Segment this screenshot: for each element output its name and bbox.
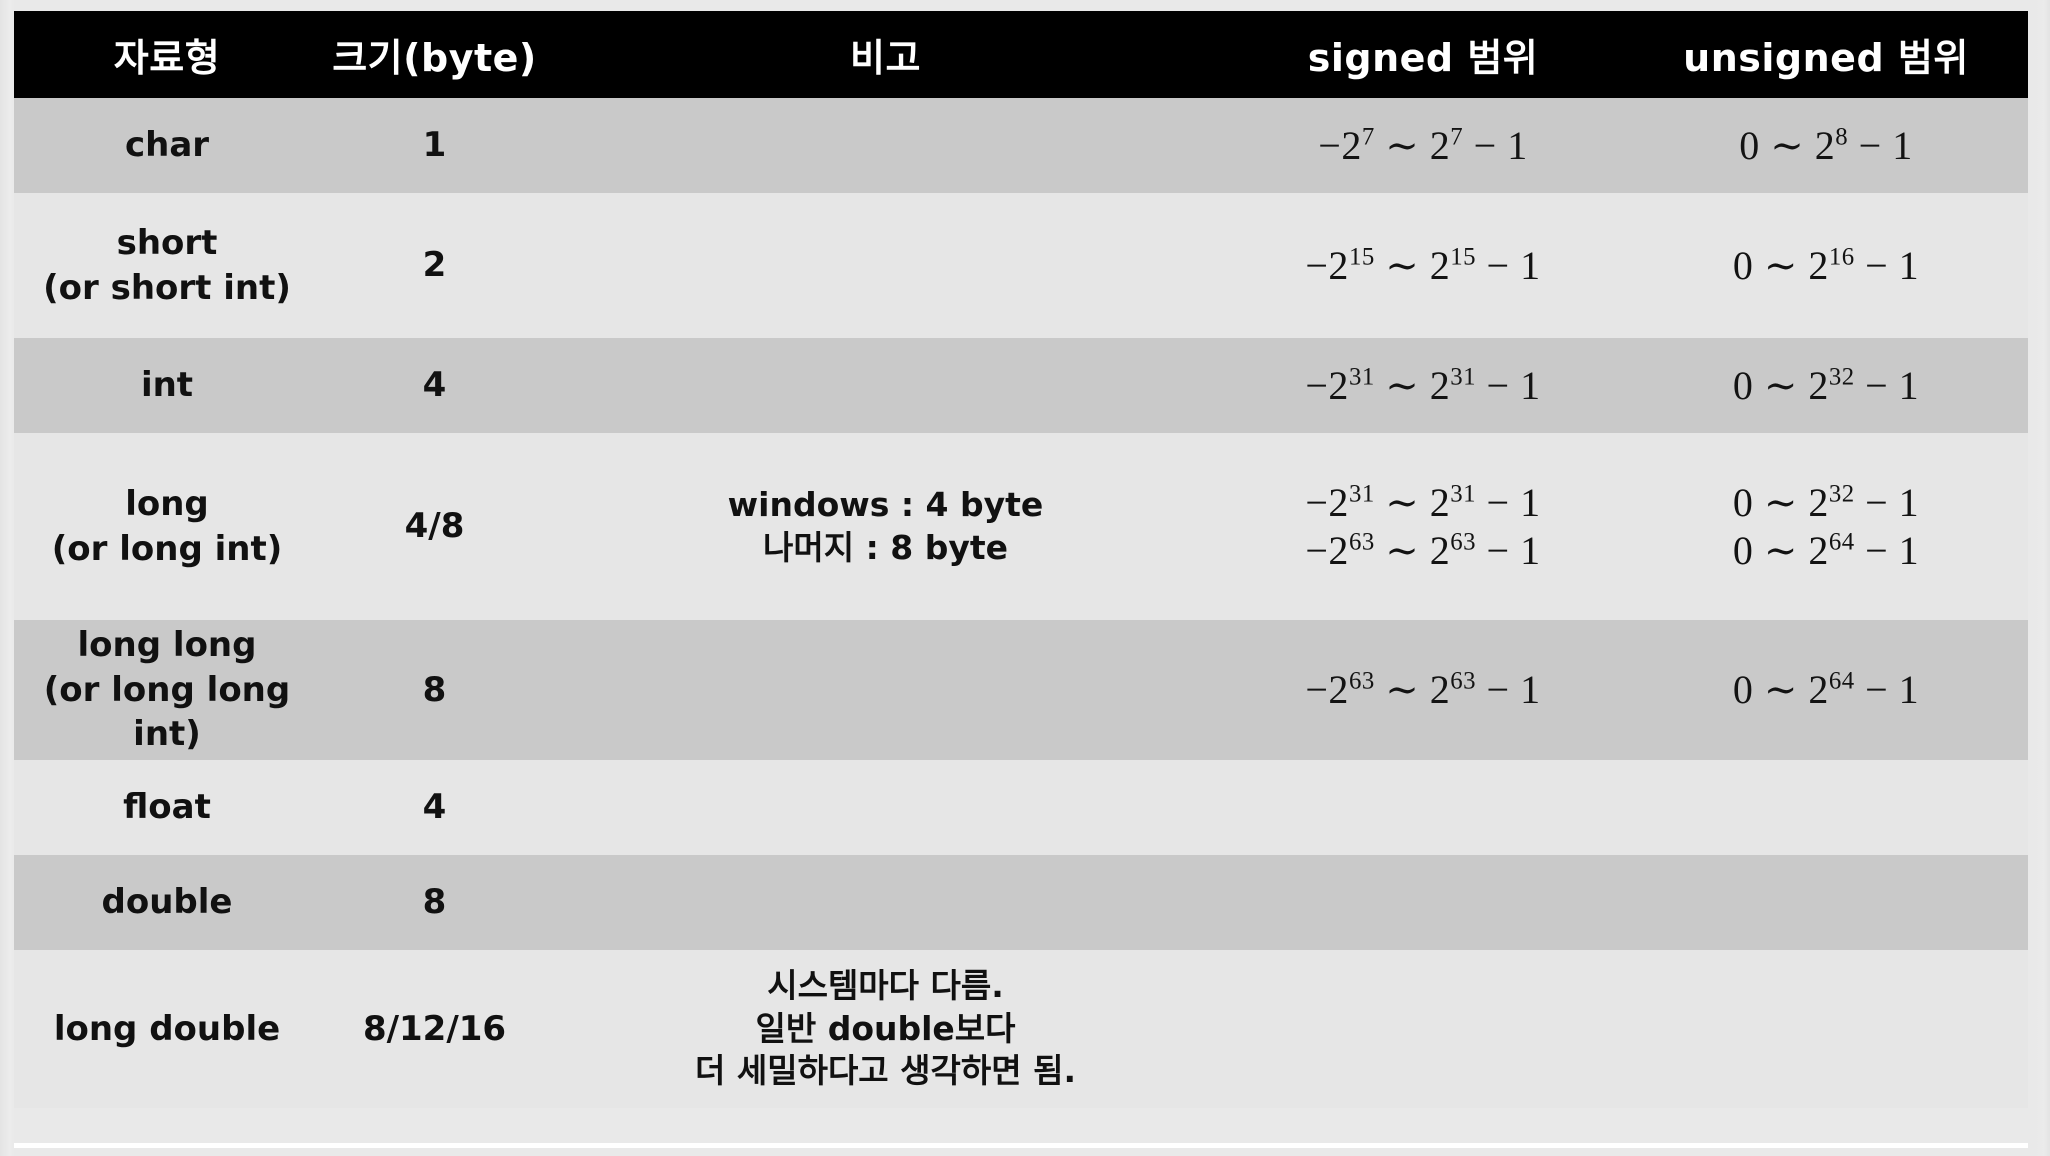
cell-signed-range: −215 ∼ 215 − 1 bbox=[1222, 193, 1624, 338]
cell-type: char bbox=[14, 98, 320, 193]
column-header-type: 자료형 bbox=[14, 11, 320, 98]
type-line-1: long bbox=[125, 483, 209, 524]
cell-size: 4 bbox=[320, 760, 549, 855]
header-row: 자료형 크기(byte) 비고 signed 범위 unsigned 범위 bbox=[14, 11, 2028, 98]
cell-size: 2 bbox=[320, 193, 549, 338]
c-datatype-table: 자료형 크기(byte) 비고 signed 범위 unsigned 범위 ch… bbox=[14, 11, 2028, 1108]
cell-size: 1 bbox=[320, 98, 549, 193]
cell-type: long long (or long long int) bbox=[14, 620, 320, 760]
unsigned-range-line-1: 0 ∼ 232 − 1 bbox=[1732, 480, 1920, 526]
cell-note: 시스템마다 다름. 일반 double보다 더 세밀하다고 생각하면 됨. bbox=[549, 950, 1222, 1108]
table-row: long long (or long long int) 8 −263 ∼ 26… bbox=[14, 620, 2028, 760]
cell-type: int bbox=[14, 338, 320, 433]
signed-range-line-1: −215 ∼ 215 − 1 bbox=[1305, 242, 1541, 288]
cell-type: float bbox=[14, 760, 320, 855]
cell-unsigned-range: 0 ∼ 28 − 1 bbox=[1624, 98, 2028, 193]
cell-signed-range: −231 ∼ 231 − 1 −263 ∼ 263 − 1 bbox=[1222, 433, 1624, 620]
cell-type: short (or short int) bbox=[14, 193, 320, 338]
type-line-1: int bbox=[140, 365, 194, 406]
cell-unsigned-range bbox=[1624, 760, 2028, 855]
type-line-1: char bbox=[124, 125, 210, 166]
cell-note bbox=[549, 760, 1222, 855]
cell-unsigned-range: 0 ∼ 216 − 1 bbox=[1624, 193, 2028, 338]
cell-note bbox=[549, 338, 1222, 433]
cell-size: 4 bbox=[320, 338, 549, 433]
cell-size: 8/12/16 bbox=[320, 950, 549, 1108]
table-row: short (or short int) 2 −215 ∼ 215 − 1 0 … bbox=[14, 193, 2028, 338]
type-line-2: (or long long int) bbox=[43, 669, 291, 755]
cell-unsigned-range: 0 ∼ 232 − 1 0 ∼ 264 − 1 bbox=[1624, 433, 2028, 620]
cell-unsigned-range: 0 ∼ 232 − 1 bbox=[1624, 338, 2028, 433]
signed-range-line-1: −231 ∼ 231 − 1 bbox=[1305, 362, 1541, 408]
type-line-2: (or short int) bbox=[43, 267, 291, 308]
type-line-1: double bbox=[101, 882, 233, 923]
type-line-1: long double bbox=[53, 1008, 281, 1049]
table-row: long (or long int) 4/8 windows : 4 byte … bbox=[14, 433, 2028, 620]
unsigned-range-line-1: 0 ∼ 216 − 1 bbox=[1732, 242, 1920, 288]
cell-size: 4/8 bbox=[320, 433, 549, 620]
table-row: int 4 −231 ∼ 231 − 1 0 ∼ 232 − 1 bbox=[14, 338, 2028, 433]
unsigned-range-line-1: 0 ∼ 232 − 1 bbox=[1732, 362, 1920, 408]
column-header-size: 크기(byte) bbox=[320, 11, 549, 98]
table-body: char 1 −27 ∼ 27 − 1 0 ∼ 28 − 1 short (or… bbox=[14, 98, 2028, 1108]
note-line-2: 일반 double보다 bbox=[755, 1008, 1016, 1048]
cell-size: 8 bbox=[320, 620, 549, 760]
type-line-1: short bbox=[116, 222, 218, 263]
signed-range-line-1: −263 ∼ 263 − 1 bbox=[1305, 667, 1541, 713]
cell-note bbox=[549, 98, 1222, 193]
table-row: float 4 bbox=[14, 760, 2028, 855]
cell-unsigned-range bbox=[1624, 950, 2028, 1108]
cell-unsigned-range: 0 ∼ 264 − 1 bbox=[1624, 620, 2028, 760]
cell-size: 8 bbox=[320, 855, 549, 950]
cell-note bbox=[549, 855, 1222, 950]
unsigned-range-line-1: 0 ∼ 264 − 1 bbox=[1732, 667, 1920, 713]
cell-signed-range: −263 ∼ 263 − 1 bbox=[1222, 620, 1624, 760]
note-line-3: 더 세밀하다고 생각하면 됨. bbox=[695, 1051, 1076, 1091]
unsigned-range-line-2: 0 ∼ 264 − 1 bbox=[1732, 527, 1920, 573]
cell-type: double bbox=[14, 855, 320, 950]
note-line-2: 나머지 : 8 byte bbox=[763, 527, 1008, 567]
column-header-note: 비고 bbox=[549, 11, 1222, 98]
type-line-1: float bbox=[123, 787, 211, 828]
type-line-2: (or long int) bbox=[51, 528, 283, 569]
cell-type: long double bbox=[14, 950, 320, 1108]
cell-note bbox=[549, 620, 1222, 760]
signed-range-line-1: −231 ∼ 231 − 1 bbox=[1305, 480, 1541, 526]
cell-type: long (or long int) bbox=[14, 433, 320, 620]
column-header-signed: signed 범위 bbox=[1222, 11, 1624, 98]
cell-signed-range bbox=[1222, 760, 1624, 855]
table-header: 자료형 크기(byte) 비고 signed 범위 unsigned 범위 bbox=[14, 11, 2028, 98]
cell-unsigned-range bbox=[1624, 855, 2028, 950]
signed-range-line-1: −27 ∼ 27 − 1 bbox=[1318, 122, 1528, 168]
column-header-unsigned: unsigned 범위 bbox=[1624, 11, 2028, 98]
sheet-bottom-edge bbox=[14, 1143, 2028, 1148]
cell-note: windows : 4 byte 나머지 : 8 byte bbox=[549, 433, 1222, 620]
signed-range-line-2: −263 ∼ 263 − 1 bbox=[1305, 527, 1541, 573]
type-line-1: long long bbox=[77, 624, 257, 665]
cell-note bbox=[549, 193, 1222, 338]
table-row: double 8 bbox=[14, 855, 2028, 950]
note-line-1: 시스템마다 다름. bbox=[767, 965, 1004, 1005]
datatype-table-container: 자료형 크기(byte) 비고 signed 범위 unsigned 범위 ch… bbox=[14, 11, 2028, 1108]
unsigned-range-line-1: 0 ∼ 28 − 1 bbox=[1739, 122, 1913, 168]
cell-signed-range: −231 ∼ 231 − 1 bbox=[1222, 338, 1624, 433]
cell-signed-range bbox=[1222, 950, 1624, 1108]
table-row: long double 8/12/16 시스템마다 다름. 일반 double보… bbox=[14, 950, 2028, 1108]
note-line-1: windows : 4 byte bbox=[727, 484, 1044, 524]
table-row: char 1 −27 ∼ 27 − 1 0 ∼ 28 − 1 bbox=[14, 98, 2028, 193]
cell-signed-range bbox=[1222, 855, 1624, 950]
cell-signed-range: −27 ∼ 27 − 1 bbox=[1222, 98, 1624, 193]
